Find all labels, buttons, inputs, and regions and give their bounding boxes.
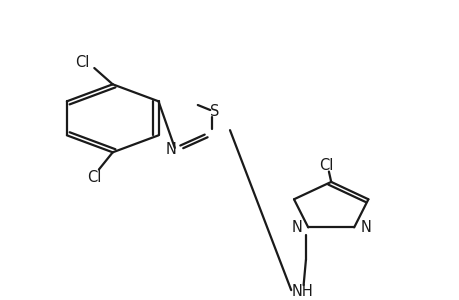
Text: N: N — [291, 220, 302, 235]
Text: N: N — [165, 142, 176, 157]
Text: Cl: Cl — [87, 170, 101, 185]
Text: NH: NH — [291, 284, 313, 299]
Text: S: S — [210, 104, 219, 119]
Text: Cl: Cl — [75, 55, 90, 70]
Text: Cl: Cl — [319, 158, 333, 173]
Text: N: N — [359, 220, 370, 235]
